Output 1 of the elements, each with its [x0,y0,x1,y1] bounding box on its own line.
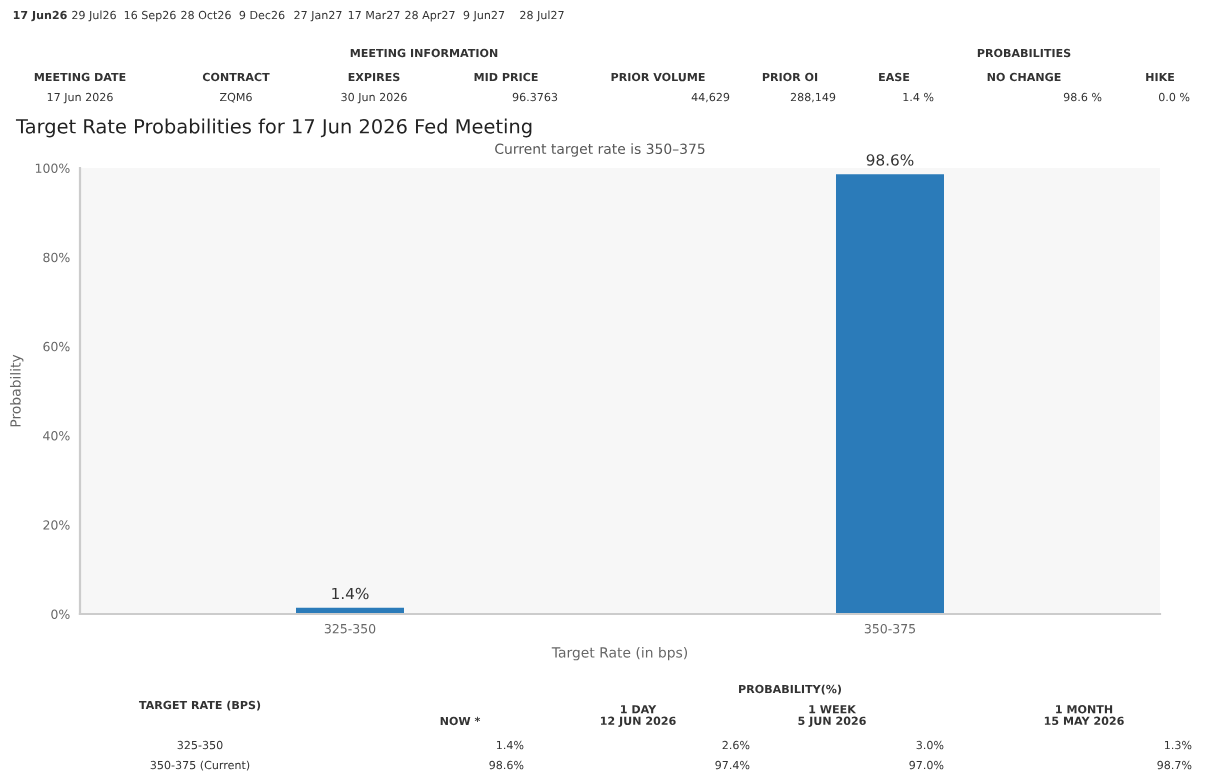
chart-title: Target Rate Probabilities for 17 Jun 2026 Fed Meeting [15,118,532,138]
